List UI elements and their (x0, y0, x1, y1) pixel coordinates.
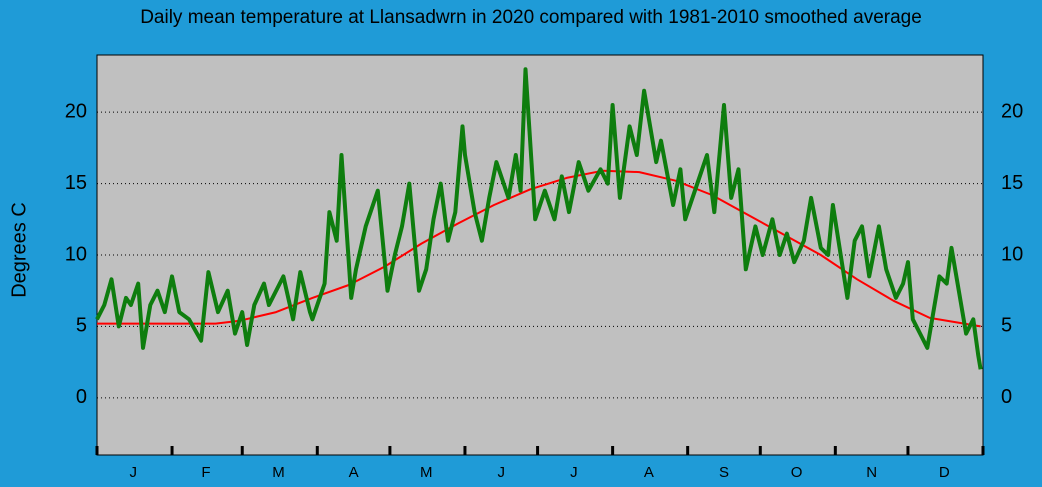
y2-tick-label: 0 (1001, 386, 1012, 408)
x-tick-label: M (420, 464, 433, 481)
y2-tick-label: 15 (1001, 172, 1023, 194)
x-tick-label: J (570, 464, 578, 481)
line-series (97, 169, 981, 328)
y-tick-label: 15 (65, 172, 87, 194)
x-tick-label: F (201, 464, 210, 481)
x-tick-label: J (130, 464, 138, 481)
plot-area (96, 54, 984, 456)
x-tick-label: N (866, 464, 877, 481)
y2-tick-label: 5 (1001, 315, 1012, 337)
y2-tick-label: 20 (1001, 100, 1023, 122)
y-tick-label: 0 (76, 386, 87, 408)
x-tick-label: M (272, 464, 285, 481)
y2-tick-label: 10 (1001, 243, 1023, 265)
x-tick-label: J (498, 464, 506, 481)
y-tick-label: 5 (76, 315, 87, 337)
y-axis-label: Degrees C (8, 202, 30, 298)
chart-title: Daily mean temperature at Llansadwrn in … (140, 7, 922, 28)
line-series (95, 67, 983, 370)
y-tick-label: 20 (65, 100, 87, 122)
x-tick-label: S (719, 464, 729, 481)
x-tick-label: O (791, 464, 803, 481)
x-tick-label: A (644, 464, 654, 481)
y-tick-label: 10 (65, 243, 87, 265)
x-tick-label: D (939, 464, 950, 481)
x-tick-label: A (349, 464, 359, 481)
